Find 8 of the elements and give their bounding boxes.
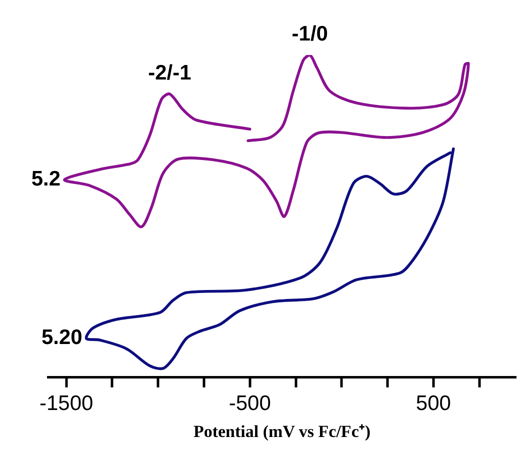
annotation: -1/0 — [292, 22, 328, 46]
x-tick-label: 500 — [416, 392, 451, 415]
x-axis-title: Potential (mV vs Fc/Fc⁺) — [193, 422, 371, 442]
x-tick-label: -1500 — [39, 392, 94, 415]
series-label: 5.20 — [41, 326, 82, 350]
series-label: 5.2 — [31, 168, 61, 191]
annotation: -2/-1 — [148, 61, 192, 84]
x-tick-label: -500 — [228, 392, 271, 415]
